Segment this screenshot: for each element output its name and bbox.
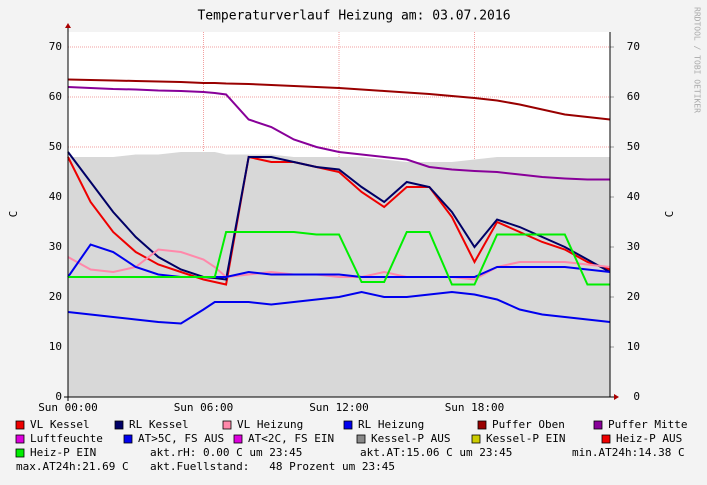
legend-label: Heiz-P EIN <box>30 446 96 459</box>
watermark: RRDTOOL / TOBI OETIKER <box>693 7 702 113</box>
chart-title: Temperaturverlauf Heizung am: 03.07.2016 <box>197 9 510 24</box>
y2-axis-label: C <box>663 211 676 218</box>
y-axis-arrow <box>65 23 71 28</box>
y2-tick-label: 50 <box>627 140 640 153</box>
legend-swatch <box>471 434 481 444</box>
legend-label: VL Kessel <box>30 418 90 431</box>
y2-tick-label: 20 <box>627 290 640 303</box>
legend-label: AT>5C, FS AUS <box>138 432 224 445</box>
x-tick-label: Sun 12:00 <box>309 401 369 414</box>
legend-label: Puffer Mitte <box>608 418 687 431</box>
x-tick-label: Sun 06:00 <box>174 401 234 414</box>
line <box>67 151 611 281</box>
legend-swatch <box>593 420 603 430</box>
x-axis-arrow <box>614 394 619 400</box>
note: min.AT24h:14.38 C <box>572 446 685 459</box>
legend-swatch <box>15 448 25 458</box>
y-tick-label: 50 <box>49 140 62 153</box>
line <box>67 78 611 121</box>
legend-label: Puffer Oben <box>492 418 565 431</box>
x-tick-label: Sun 18:00 <box>445 401 505 414</box>
y-axis-label: C <box>7 211 20 218</box>
legend-swatch <box>233 434 243 444</box>
legend-swatch <box>15 420 25 430</box>
x-tick-label: Sun 00:00 <box>38 401 98 414</box>
line <box>67 248 611 281</box>
legend-label: RL Heizung <box>358 418 424 431</box>
y-tick-label: 20 <box>49 290 62 303</box>
y2-tick-label: 70 <box>627 40 640 53</box>
y-tick-label: 40 <box>49 190 62 203</box>
line <box>67 155 611 286</box>
y-tick-label: 0 <box>55 390 62 403</box>
note: akt.rH: 0.00 C um 23:45 <box>150 446 302 459</box>
legend-label: VL Heizung <box>237 418 303 431</box>
y2-tick-label: 60 <box>627 90 640 103</box>
y2-tick-label: 40 <box>627 190 640 203</box>
legend-label: Kessel-P EIN <box>486 432 565 445</box>
legend-swatch <box>343 420 353 430</box>
legend-swatch <box>601 434 611 444</box>
y-tick-label: 10 <box>49 340 62 353</box>
line <box>68 231 610 286</box>
legend-swatch <box>222 420 232 430</box>
legend-swatch <box>114 420 124 430</box>
line <box>67 290 611 325</box>
line <box>67 243 611 278</box>
y-tick-label: 70 <box>49 40 62 53</box>
y2-tick-label: 30 <box>627 240 640 253</box>
y-tick-label: 60 <box>49 90 62 103</box>
y-tick-label: 30 <box>49 240 62 253</box>
y2-tick-label: 10 <box>627 340 640 353</box>
note: akt.Fuellstand: 48 Prozent um 23:45 <box>150 460 395 473</box>
legend-swatch <box>15 434 25 444</box>
legend-label: RL Kessel <box>129 418 189 431</box>
line <box>67 86 610 181</box>
legend-label: AT<2C, FS EIN <box>248 432 334 445</box>
legend-label: Kessel-P AUS <box>371 432 450 445</box>
legend-swatch <box>477 420 487 430</box>
legend-label: Luftfeuchte <box>30 432 103 445</box>
legend-swatch <box>123 434 133 444</box>
y2-tick-label: 0 <box>633 390 640 403</box>
legend-label: Heiz-P AUS <box>616 432 682 445</box>
note: max.AT24h:21.69 C <box>16 460 129 473</box>
note: akt.AT:15.06 C um 23:45 <box>360 446 512 459</box>
legend-swatch <box>356 434 366 444</box>
